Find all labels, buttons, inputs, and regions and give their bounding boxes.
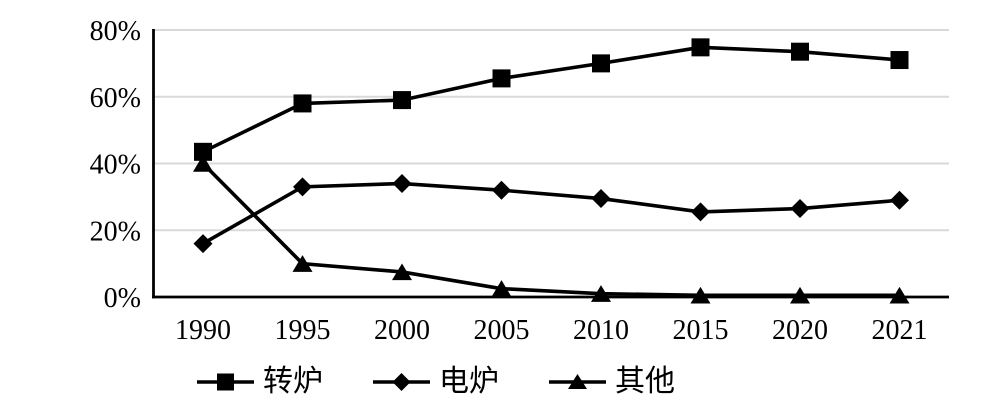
y-tick-label: 60% (90, 83, 141, 114)
legend-item-electric: 电炉 (373, 366, 499, 398)
square-series-marker-icon (197, 373, 254, 391)
triangle-marker (292, 255, 313, 272)
square-marker (492, 69, 511, 88)
line-chart-plot: 0% 20% 40% 60% 80% 1990 1995 2000 2005 2010 2015 20… (90, 16, 949, 346)
y-tick-label: 40% (90, 150, 141, 181)
chart-legend: 转炉 电炉 其他 (197, 366, 675, 398)
square-marker (194, 142, 212, 161)
x-tick-label: 2005 (474, 315, 530, 346)
legend-label-other: 其他 (615, 365, 675, 398)
triangle-marker (193, 155, 213, 172)
triangle-marker (392, 263, 412, 281)
legend-item-other: 其他 (549, 366, 675, 398)
x-tick-label: 1995 (275, 315, 331, 346)
square-marker (592, 54, 610, 73)
y-tick-label: 80% (90, 16, 141, 47)
square-marker (890, 51, 909, 70)
series-line-1 (202, 181, 900, 246)
x-tick-label: 2010 (573, 315, 629, 346)
triangle-series-marker-icon (549, 374, 606, 389)
triangle-marker (790, 286, 810, 304)
series-line-0 (202, 45, 900, 154)
legend-label-converter: 转炉 (263, 365, 323, 398)
square-marker (691, 38, 710, 57)
triangle-marker (690, 286, 711, 304)
y-tick-label: 20% (90, 216, 141, 247)
x-tick-label: 2000 (374, 315, 430, 346)
square-marker (393, 91, 411, 110)
diamond-marker (492, 180, 511, 200)
triangle-marker (491, 280, 512, 297)
square-marker (293, 94, 312, 113)
square-marker (791, 42, 809, 61)
diamond-marker (890, 190, 909, 210)
legend-item-converter: 转炉 (197, 366, 323, 398)
triangle-marker (591, 285, 611, 302)
x-tick-label: 2021 (872, 315, 928, 346)
diamond-marker (392, 174, 412, 194)
diamond-marker (691, 202, 710, 222)
series-line-2 (201, 162, 900, 298)
x-tick-label: 2015 (673, 315, 729, 346)
triangle-marker (889, 286, 910, 304)
x-tick-label: 2020 (772, 315, 828, 346)
diamond-series-marker-icon (373, 373, 430, 391)
diamond-marker (293, 177, 312, 197)
diamond-marker (591, 189, 611, 209)
y-tick-label: 0% (104, 283, 141, 314)
legend-label-electric: 电炉 (439, 365, 499, 398)
x-tick-label: 1990 (175, 315, 231, 346)
diamond-marker (790, 199, 810, 219)
diamond-marker (193, 234, 213, 254)
